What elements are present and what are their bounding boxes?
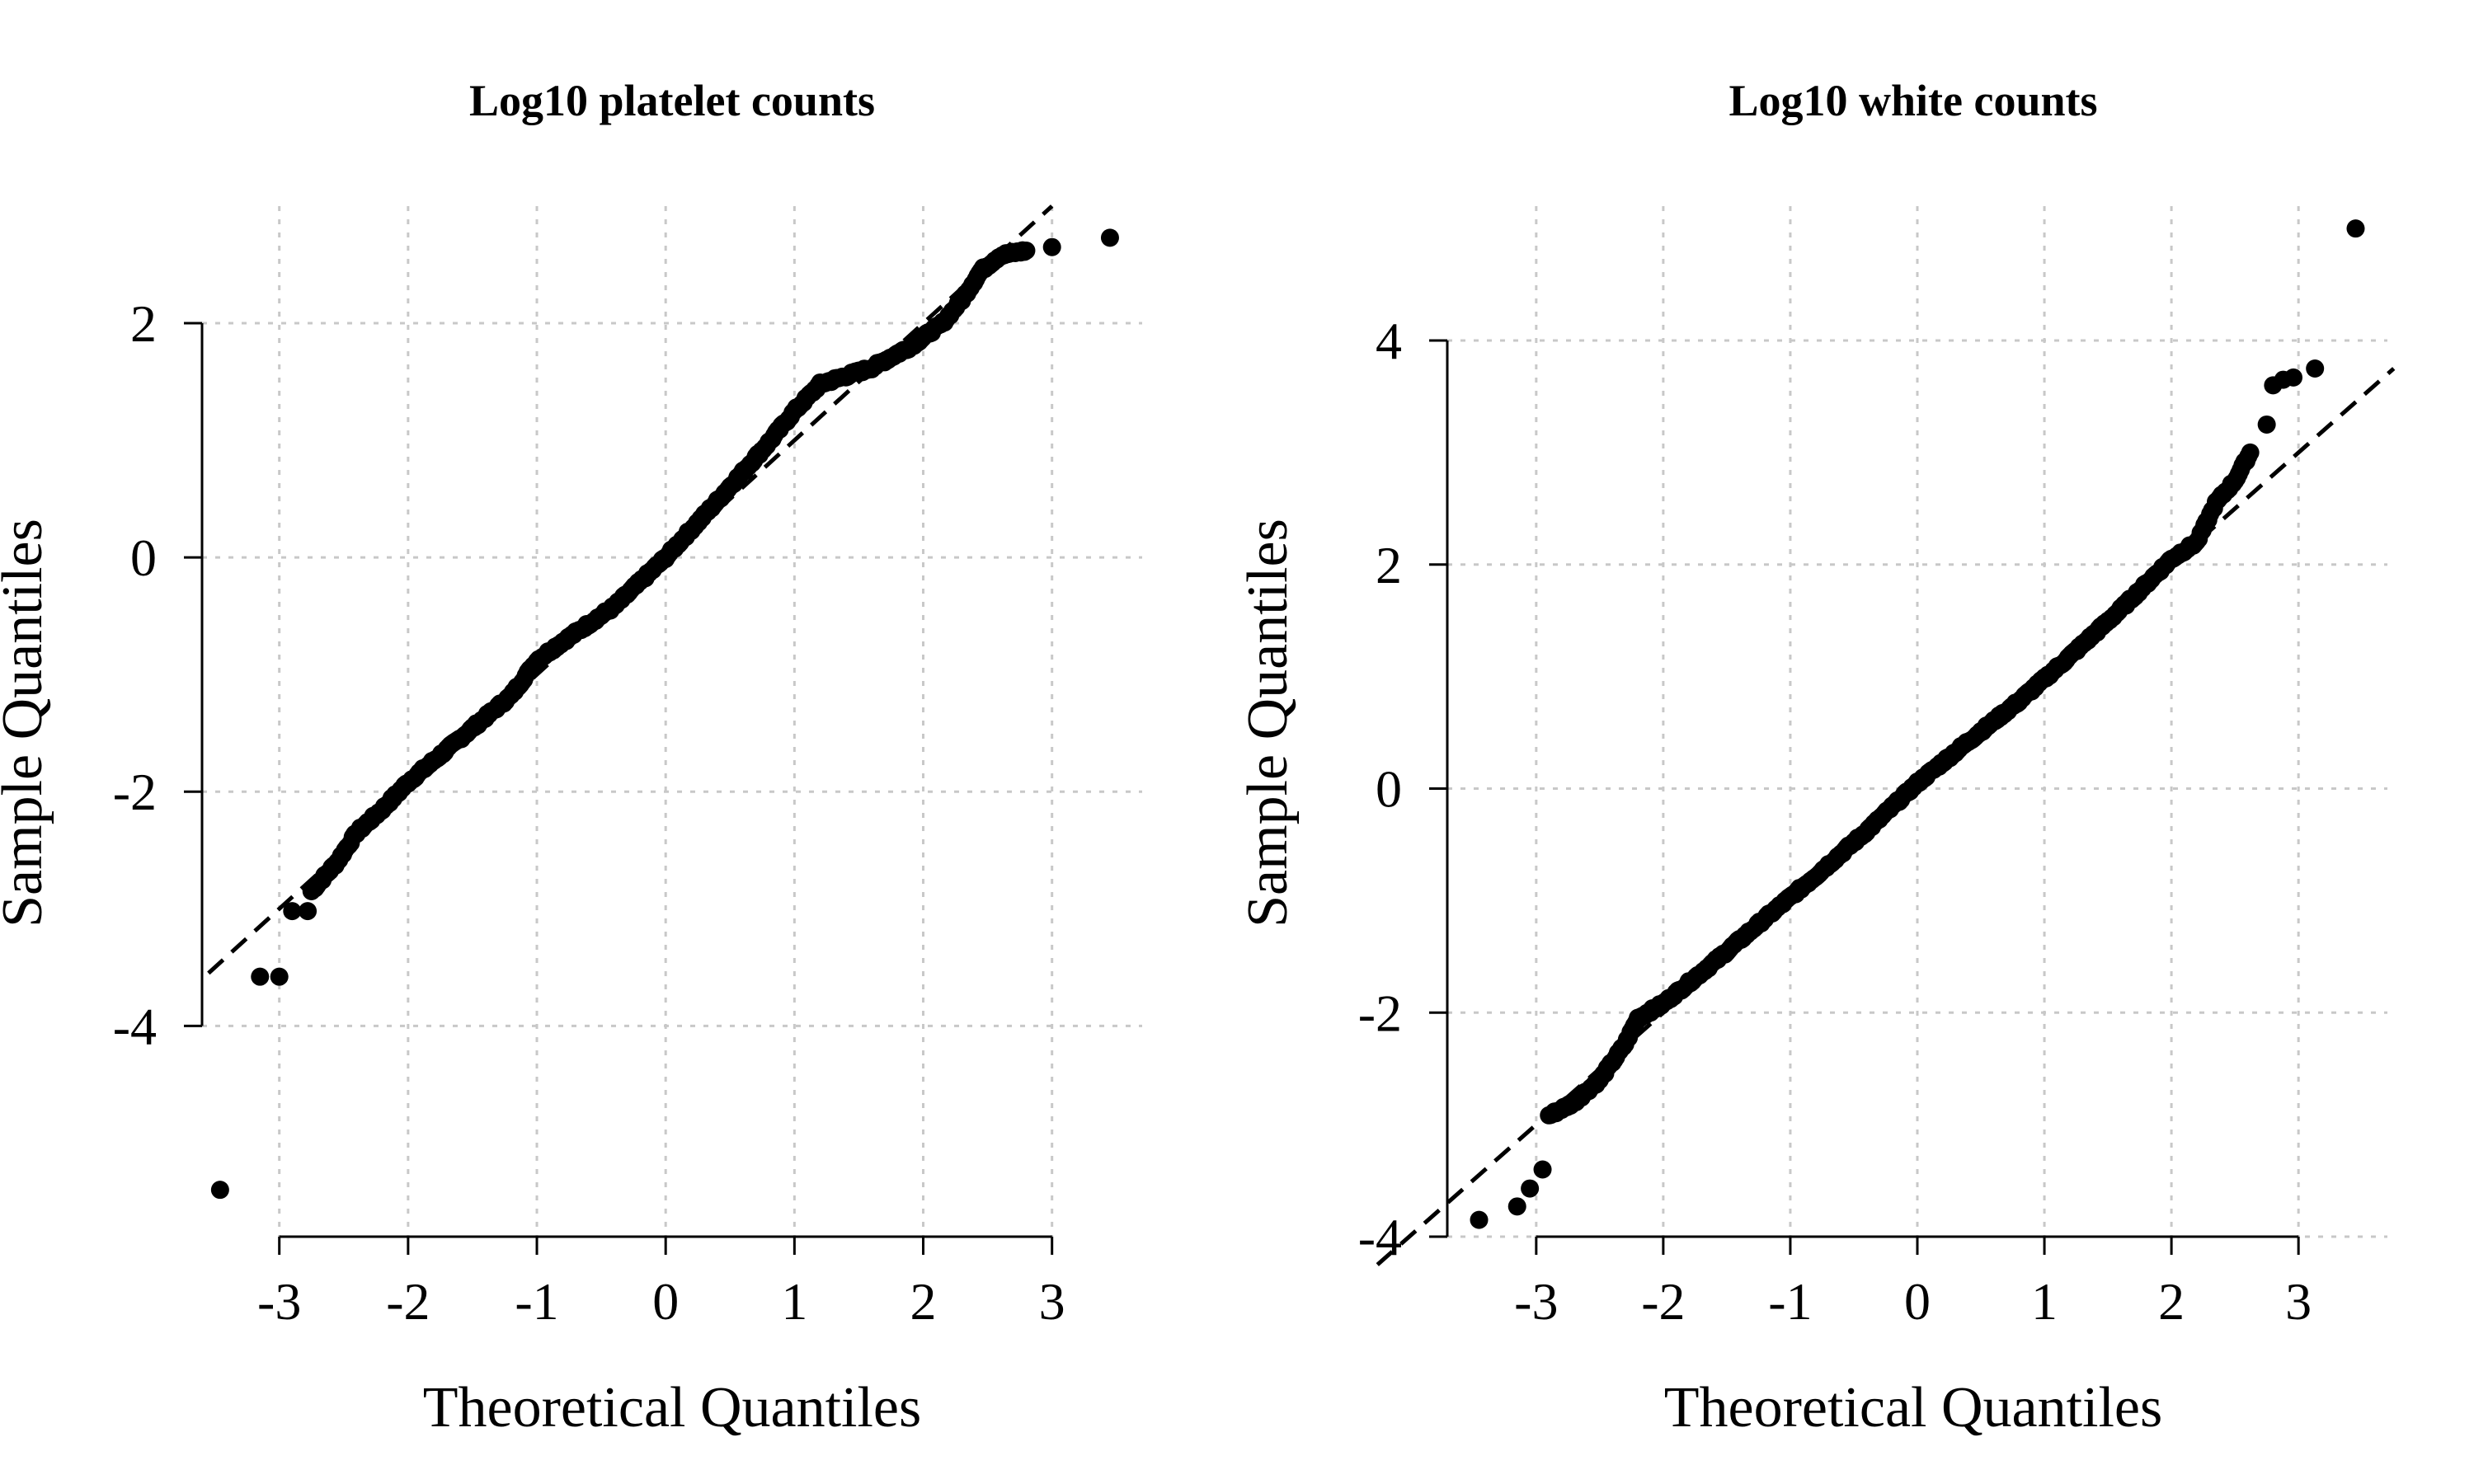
grid: [202, 206, 1142, 1237]
axes: [184, 322, 1054, 1255]
tick-labels: -3 -2 -1 0 1 2 3 -4 -2 0 2: [113, 294, 1065, 1331]
axes: [1429, 339, 2300, 1255]
outlier-point: [1507, 1197, 1526, 1216]
data-points: [1470, 219, 2365, 1229]
data-point: [1017, 241, 1036, 260]
outlier-point: [251, 967, 270, 986]
x-tick-label: 1: [2031, 1272, 2058, 1331]
outlier-point: [2257, 415, 2276, 434]
x-tick-label: 2: [910, 1272, 937, 1331]
outlier-point: [2306, 359, 2325, 378]
x-tick-label: -3: [1514, 1272, 1558, 1331]
qq-panel-white: Log10 white counts Theoretical Quantiles…: [1236, 76, 2396, 1439]
x-tick-label: -1: [1768, 1272, 1812, 1331]
y-tick-label: -2: [1358, 984, 1402, 1042]
x-axis-title: Theoretical Quantiles: [1664, 1376, 2162, 1439]
x-tick-label: -2: [1641, 1272, 1685, 1331]
x-tick-label: 2: [2158, 1272, 2185, 1331]
outlier-point: [2284, 368, 2302, 387]
y-tick-label: 0: [1376, 760, 1402, 819]
x-tick-label: 3: [2285, 1272, 2312, 1331]
y-tick-label: 0: [130, 528, 157, 587]
outlier-point: [1100, 228, 1119, 247]
outlier-point: [299, 902, 317, 921]
outlier-point: [1521, 1179, 1540, 1198]
outlier-point: [210, 1181, 229, 1200]
data-point: [2241, 443, 2260, 462]
y-axis-title: Sample Quantiles: [0, 519, 54, 928]
x-tick-label: -1: [515, 1272, 558, 1331]
outlier-point: [283, 902, 302, 921]
qq-panel-platelet: Log10 platelet counts Theoretical Quanti…: [0, 76, 1142, 1439]
outlier-point: [1533, 1160, 1552, 1179]
data-points: [210, 228, 1119, 1200]
tick-labels: -3 -2 -1 0 1 2 3 -4 -2 0 2 4: [1358, 312, 2312, 1331]
y-tick-label: 4: [1376, 312, 1402, 370]
x-tick-label: 0: [652, 1272, 679, 1331]
x-tick-label: -3: [257, 1272, 301, 1331]
y-tick-label: 2: [130, 294, 157, 353]
x-tick-label: -2: [386, 1272, 430, 1331]
x-axis-title: Theoretical Quantiles: [423, 1376, 921, 1439]
x-tick-label: 1: [781, 1272, 807, 1331]
x-tick-label: 0: [1904, 1272, 1931, 1331]
y-tick-label: -4: [113, 997, 157, 1055]
y-tick-label: -4: [1358, 1208, 1402, 1266]
outlier-point: [1042, 237, 1061, 256]
x-tick-label: 3: [1039, 1272, 1065, 1331]
y-tick-label: 2: [1376, 536, 1402, 594]
y-axis-title: Sample Quantiles: [1236, 519, 1300, 928]
outlier-point: [2346, 219, 2365, 238]
y-tick-label: -2: [113, 763, 157, 821]
outlier-point: [270, 967, 289, 986]
panel-title: Log10 platelet counts: [469, 76, 875, 125]
outlier-point: [1470, 1210, 1489, 1229]
panel-title: Log10 white counts: [1729, 76, 2097, 125]
